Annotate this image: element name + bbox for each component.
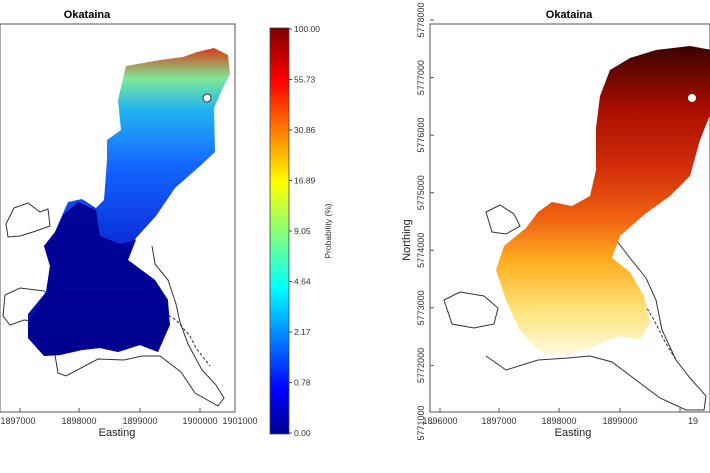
left-x-tick-label: 1901000 xyxy=(222,416,257,426)
left-x-tick-label: 1899000 xyxy=(122,416,157,426)
right-chart: Okataina 5778000577700057760005775000577… xyxy=(401,2,710,441)
left-lake-dashed xyxy=(159,309,211,367)
right-island xyxy=(688,94,696,102)
left-lowest-zone xyxy=(28,202,168,356)
right-y-tick-label: 5772000 xyxy=(416,348,426,383)
right-y-tick-label: 5776000 xyxy=(416,118,426,153)
left-x-ticks: 1897000 1898000 1899000 1900000 1901000 xyxy=(0,408,258,426)
colorbar-tick-label: 55.73 xyxy=(294,75,316,85)
colorbar-tick-label: 0.00 xyxy=(294,428,311,438)
right-probability-surface xyxy=(496,46,710,356)
left-x-tick-label: 1897000 xyxy=(0,416,35,426)
right-y-ticks: 5778000 5777000 5776000 5775000 5774000 57730… xyxy=(416,2,434,441)
colorbar-tick-label: 4.64 xyxy=(294,277,311,287)
right-lake-outline xyxy=(443,204,707,411)
right-y-tick-label: 5775000 xyxy=(416,175,426,210)
right-plot-frame xyxy=(429,23,710,413)
right-x-axis-label: Easting xyxy=(555,427,592,439)
colorbar-gradient xyxy=(269,27,290,435)
colorbar-tick-label: 100.00 xyxy=(294,24,320,34)
colorbar: 100.00 55.73 30.86 16.89 9.05 4.64 2.17 0.78 0.0… xyxy=(269,24,333,438)
right-y-tick-label: 5773000 xyxy=(416,290,426,325)
left-x-tick-label: 1898000 xyxy=(61,416,96,426)
colorbar-tick-label: 9.05 xyxy=(294,226,311,236)
colorbar-tick-label: 2.17 xyxy=(294,327,311,337)
right-y-tick-label: 5774000 xyxy=(416,233,426,268)
left-x-axis-label: Easting xyxy=(99,427,136,439)
right-chart-title: Okataina xyxy=(546,9,593,21)
left-island xyxy=(202,93,212,103)
left-pixel xyxy=(158,340,162,344)
right-x-tick-label: 1896000 xyxy=(422,416,457,426)
left-chart: Okataina 1897000 1898000 1899000 1900000… xyxy=(0,9,258,439)
colorbar-tick-label: 30.86 xyxy=(294,125,316,135)
left-chart-title: Okataina xyxy=(64,9,111,21)
right-x-tick-label: 1898000 xyxy=(541,416,576,426)
colorbar-tick-label: 0.78 xyxy=(294,378,311,388)
right-lake-dashed xyxy=(641,299,677,361)
right-y-tick-label: 5771000 xyxy=(416,405,426,440)
right-x-tick-label: 1899000 xyxy=(602,416,637,426)
colorbar-tick-label: 16.89 xyxy=(294,176,316,186)
right-x-tick-label: 1897000 xyxy=(481,416,516,426)
right-x-tick-label: 19 xyxy=(688,416,698,426)
colorbar-ticks: 100.00 55.73 30.86 16.89 9.05 4.64 2.17 0.78 0.0… xyxy=(289,24,320,438)
right-y-tick-label: 5777000 xyxy=(416,60,426,95)
colorbar-label: Probability (%) xyxy=(323,203,333,258)
left-pixel xyxy=(160,332,164,336)
right-x-ticks: 1896000 1897000 1898000 1899000 19 xyxy=(422,408,698,426)
left-plot-frame xyxy=(0,23,236,413)
left-x-tick-label: 1900000 xyxy=(182,416,217,426)
right-y-tick-label: 5778000 xyxy=(416,2,426,37)
right-y-axis-label: Northing xyxy=(401,219,413,261)
